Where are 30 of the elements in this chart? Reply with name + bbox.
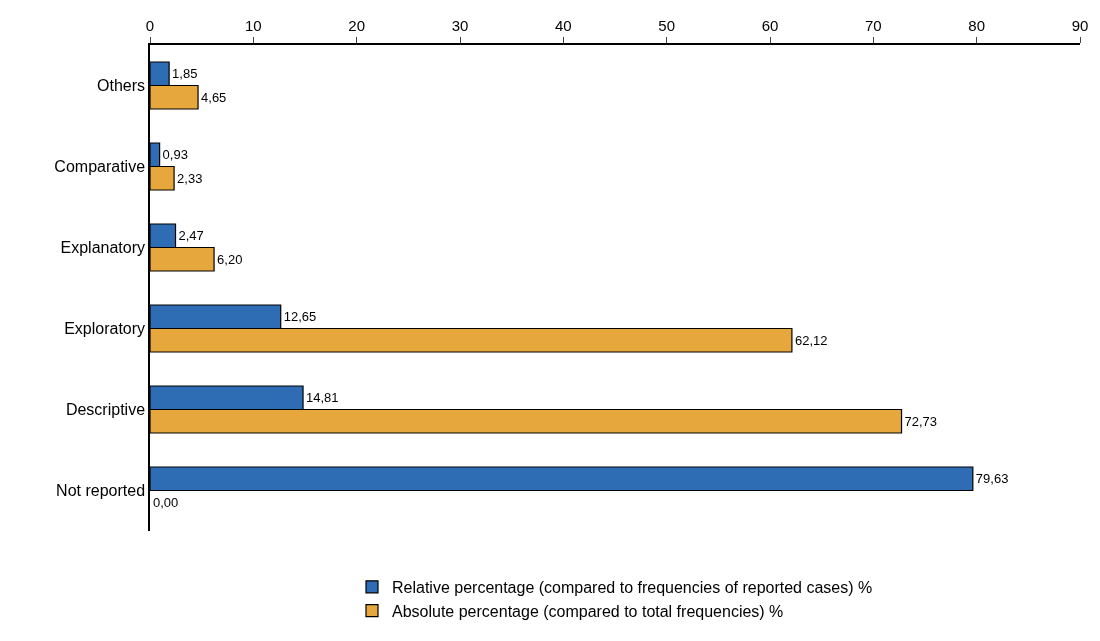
data-label: 62,12 xyxy=(794,332,828,348)
y-tick-label: Others xyxy=(97,77,146,95)
data-label: 12,65 xyxy=(283,309,317,325)
x-tick-label: 80 xyxy=(968,17,986,35)
data-label: 1,85 xyxy=(172,66,198,82)
data-label: 14,81 xyxy=(306,390,339,406)
x-tick-label: 90 xyxy=(1071,17,1089,35)
data-label: 2,33 xyxy=(177,170,203,186)
y-tick-label: Comparative xyxy=(54,158,146,176)
x-tick-label: 50 xyxy=(658,17,676,35)
x-tick-label: 0 xyxy=(145,17,155,35)
data-label: 4,65 xyxy=(201,89,227,105)
legend-label: Absolute percentage (compared to total frequencies) % xyxy=(392,602,784,620)
data-label: 2,47 xyxy=(178,228,204,244)
x-tick-label: 20 xyxy=(348,17,366,35)
data-label: 0,00 xyxy=(153,494,179,510)
data-label: 0,93 xyxy=(162,147,188,163)
x-tick-label: 30 xyxy=(451,17,469,35)
x-tick-label: 70 xyxy=(864,17,882,35)
data-label: 72,73 xyxy=(904,413,938,429)
legend-label: Relative percentage (compared to frequencies of reported cases) % xyxy=(392,579,873,597)
data-label: 79,63 xyxy=(975,471,1009,487)
data-label: 6,20 xyxy=(217,251,243,267)
y-tick-label: Not reported xyxy=(56,482,146,500)
y-tick-label: Explanatory xyxy=(60,239,146,257)
x-tick-label: 40 xyxy=(554,17,572,35)
y-tick-label: Exploratory xyxy=(64,320,146,338)
y-tick-label: Descriptive xyxy=(65,401,146,419)
x-tick-label: 60 xyxy=(761,17,779,35)
x-tick-label: 10 xyxy=(244,17,262,35)
